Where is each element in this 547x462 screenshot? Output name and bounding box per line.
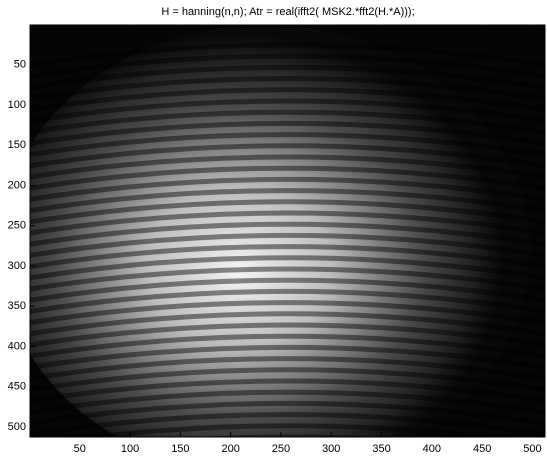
fringe xyxy=(30,244,545,270)
fringe xyxy=(30,378,545,404)
fringe xyxy=(30,154,545,180)
fringe xyxy=(30,322,545,348)
x-tick-label: 150 xyxy=(171,443,189,455)
y-tick-label: 350 xyxy=(8,300,26,312)
fringe xyxy=(30,288,545,314)
x-tick-label: 500 xyxy=(523,443,541,455)
x-tick-label: 450 xyxy=(473,443,491,455)
fringe xyxy=(30,98,545,124)
fringe xyxy=(30,367,545,393)
fringe xyxy=(30,120,545,146)
x-tick-label: 250 xyxy=(272,443,290,455)
fringe xyxy=(30,232,545,258)
fringe xyxy=(30,400,545,426)
x-tick-label: 200 xyxy=(221,443,239,455)
fringe xyxy=(30,389,545,415)
y-tick-label: 300 xyxy=(8,260,26,272)
fringe xyxy=(30,300,545,326)
y-tick-label: 250 xyxy=(8,220,26,232)
fringe xyxy=(30,64,545,90)
fringe xyxy=(30,333,545,359)
fringes xyxy=(30,42,545,437)
fringe xyxy=(30,165,545,191)
x-tick-label: 50 xyxy=(74,443,86,455)
fringe xyxy=(30,266,545,292)
fringe xyxy=(30,188,545,214)
fringe xyxy=(30,356,545,382)
fringe xyxy=(30,344,545,370)
x-tick-label: 400 xyxy=(423,443,441,455)
y-tick-label: 200 xyxy=(8,179,26,191)
fringe xyxy=(30,76,545,102)
fringe xyxy=(30,221,545,247)
fringe xyxy=(30,109,545,135)
fringe xyxy=(30,132,545,158)
fringe xyxy=(30,87,545,113)
x-tick-label: 350 xyxy=(372,443,390,455)
x-tick-label: 100 xyxy=(121,443,139,455)
fringe xyxy=(30,53,545,79)
fringe xyxy=(74,423,501,437)
y-tick-label: 100 xyxy=(8,99,26,111)
image xyxy=(30,25,545,437)
fringe xyxy=(30,199,545,225)
fringe xyxy=(30,311,545,337)
y-tick-label: 500 xyxy=(8,421,26,433)
y-tick-label: 400 xyxy=(8,340,26,352)
image-glow xyxy=(30,25,530,437)
y-tick-label: 50 xyxy=(14,59,26,71)
y-tick-label: 450 xyxy=(8,381,26,393)
fringe xyxy=(30,210,545,236)
axes-box xyxy=(29,24,546,438)
fringe xyxy=(30,143,545,169)
fringe xyxy=(30,255,545,281)
y-tick-label: 150 xyxy=(8,139,26,151)
fringe xyxy=(30,42,545,68)
fringe xyxy=(30,176,545,202)
x-tick-label: 300 xyxy=(322,443,340,455)
fringe xyxy=(30,277,545,303)
fringe xyxy=(30,412,545,437)
chart-title: H = hanning(n,n); Atr = real(ifft2( MSK2… xyxy=(161,6,414,18)
